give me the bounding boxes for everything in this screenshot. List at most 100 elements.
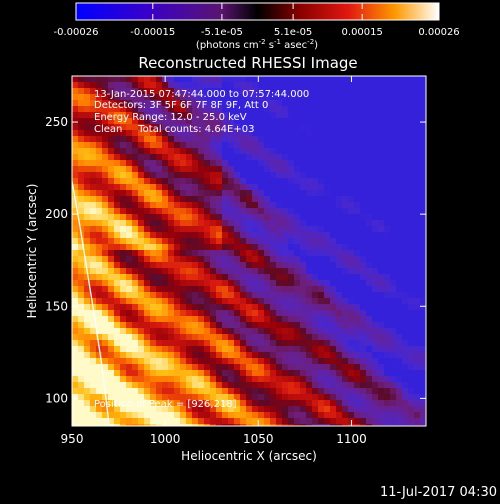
heatmap-cell: [198, 412, 204, 418]
heatmap-cell: [210, 142, 216, 148]
heatmap-cell: [408, 112, 414, 118]
heatmap-cell: [366, 250, 372, 256]
heatmap-cell: [204, 82, 210, 88]
heatmap-cell: [90, 322, 96, 328]
heatmap-cell: [288, 304, 294, 310]
heatmap-cell: [384, 154, 390, 160]
heatmap-cell: [360, 250, 366, 256]
heatmap-cell: [252, 94, 258, 100]
heatmap-cell: [348, 376, 354, 382]
heatmap-cell: [210, 202, 216, 208]
heatmap-cell: [216, 250, 222, 256]
heatmap-cell: [372, 238, 378, 244]
heatmap-cell: [138, 274, 144, 280]
heatmap-cell: [420, 406, 426, 412]
heatmap-cell: [414, 352, 420, 358]
x-tick-label: 1050: [243, 432, 274, 446]
heatmap-cell: [396, 298, 402, 304]
heatmap-cell: [360, 418, 366, 424]
heatmap-cell: [246, 250, 252, 256]
heatmap-cell: [420, 184, 426, 190]
heatmap-cell: [108, 202, 114, 208]
heatmap-cell: [372, 286, 378, 292]
heatmap-cell: [306, 322, 312, 328]
heatmap-cell: [210, 130, 216, 136]
heatmap-cell: [180, 232, 186, 238]
heatmap-cell: [300, 292, 306, 298]
heatmap-cell: [186, 124, 192, 130]
heatmap-cell: [330, 310, 336, 316]
heatmap-cell: [366, 334, 372, 340]
heatmap-cell: [348, 400, 354, 406]
heatmap-cell: [114, 292, 120, 298]
heatmap-cell: [300, 244, 306, 250]
heatmap-cell: [270, 202, 276, 208]
heatmap-cell: [216, 274, 222, 280]
heatmap-cell: [408, 190, 414, 196]
heatmap-cell: [198, 220, 204, 226]
heatmap-cell: [336, 82, 342, 88]
heatmap-cell: [294, 418, 300, 424]
heatmap-cell: [150, 298, 156, 304]
heatmap-cell: [294, 226, 300, 232]
heatmap-cell: [384, 418, 390, 424]
heatmap-cell: [360, 244, 366, 250]
heatmap-cell: [120, 106, 126, 112]
heatmap-cell: [420, 412, 426, 418]
heatmap-cell: [372, 208, 378, 214]
heatmap-cell: [228, 112, 234, 118]
heatmap-cell: [324, 148, 330, 154]
heatmap-cell: [144, 88, 150, 94]
heatmap-cell: [84, 316, 90, 322]
heatmap-cell: [192, 280, 198, 286]
heatmap-cell: [300, 334, 306, 340]
heatmap-cell: [414, 394, 420, 400]
heatmap-cell: [204, 88, 210, 94]
heatmap-cell: [384, 406, 390, 412]
heatmap-cell: [396, 400, 402, 406]
heatmap-cell: [114, 214, 120, 220]
heatmap-cell: [420, 106, 426, 112]
heatmap-cell: [252, 298, 258, 304]
heatmap-cell: [396, 364, 402, 370]
heatmap-cell: [384, 160, 390, 166]
heatmap-cell: [108, 130, 114, 136]
heatmap-cell: [222, 376, 228, 382]
heatmap-cell: [294, 274, 300, 280]
heatmap-cell: [102, 232, 108, 238]
heatmap-cell: [264, 190, 270, 196]
heatmap-cell: [204, 406, 210, 412]
heatmap-cell: [408, 238, 414, 244]
heatmap-cell: [180, 214, 186, 220]
heatmap-cell: [216, 118, 222, 124]
x-tick-label: 1000: [150, 432, 181, 446]
heatmap-cell: [384, 238, 390, 244]
heatmap-cell: [234, 304, 240, 310]
heatmap-cell: [324, 412, 330, 418]
heatmap-cell: [348, 358, 354, 364]
heatmap-cell: [288, 88, 294, 94]
heatmap-cell: [234, 244, 240, 250]
heatmap-cell: [126, 250, 132, 256]
heatmap-cell: [132, 118, 138, 124]
heatmap-cell: [276, 166, 282, 172]
heatmap-cell: [180, 424, 186, 426]
heatmap-cell: [246, 274, 252, 280]
heatmap-cell: [282, 298, 288, 304]
heatmap-cell: [90, 256, 96, 262]
heatmap-cell: [216, 346, 222, 352]
heatmap-cell: [420, 268, 426, 274]
heatmap-cell: [162, 82, 168, 88]
heatmap-cell: [324, 256, 330, 262]
heatmap-cell: [360, 220, 366, 226]
heatmap-cell: [414, 130, 420, 136]
heatmap-cell: [234, 406, 240, 412]
heatmap-cell: [204, 232, 210, 238]
heatmap-cell: [390, 130, 396, 136]
heatmap-cell: [390, 292, 396, 298]
heatmap-cell: [414, 376, 420, 382]
heatmap-cell: [96, 400, 102, 406]
heatmap-cell: [150, 100, 156, 106]
heatmap-cell: [294, 184, 300, 190]
heatmap-cell: [84, 250, 90, 256]
